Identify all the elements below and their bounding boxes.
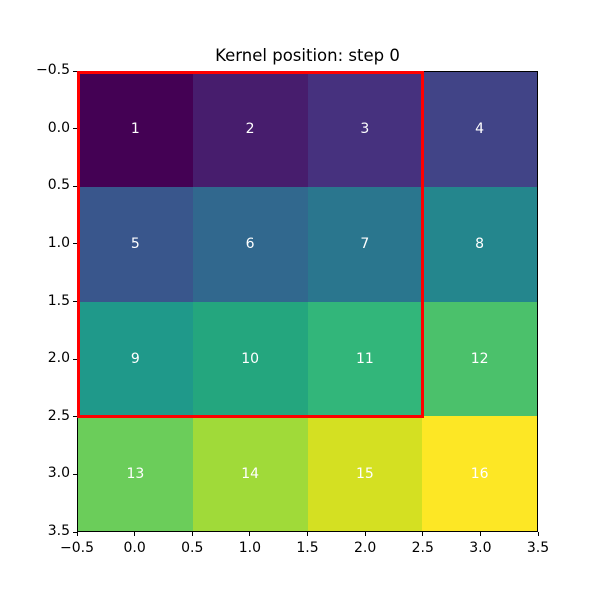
x-tick-label: 2.0	[353, 540, 377, 556]
cell-value-label: 7	[360, 236, 370, 253]
y-tick-mark	[73, 70, 77, 72]
heatmap-cell: 1	[78, 72, 193, 187]
heatmap-cell: 9	[78, 301, 193, 417]
heatmap-cell: 16	[422, 416, 537, 531]
cell-value-label: 2	[245, 121, 255, 138]
x-tick-mark	[134, 532, 136, 536]
y-tick-label: 1.0	[47, 234, 70, 251]
heatmap-axes: 1 2 3 4 5 6 7 8 9 10 11 12 13 14 15 16	[76, 70, 538, 532]
heatmap-cell: 10	[192, 301, 308, 417]
heatmap-cell: 11	[307, 301, 423, 417]
cell-value-label: 10	[241, 350, 260, 367]
y-tick-label: 0.0	[47, 119, 70, 136]
y-tick-mark	[73, 473, 77, 475]
x-tick-mark	[422, 532, 424, 536]
y-tick-label: 3.5	[47, 523, 70, 539]
x-tick-mark	[364, 532, 366, 536]
cell-value-label: 6	[245, 236, 255, 253]
x-tick-label: 3.0	[469, 540, 492, 556]
y-tick-mark	[73, 416, 77, 418]
x-tick-mark	[249, 532, 251, 536]
cell-value-label: 16	[470, 465, 489, 482]
y-tick-mark	[73, 243, 77, 245]
x-tick-label: 1.5	[296, 540, 319, 556]
heatmap-grid: 1 2 3 4 5 6 7 8 9 10 11 12 13 14 15 16	[78, 72, 537, 531]
x-tick-label: 2.5	[411, 540, 434, 556]
y-tick-mark	[73, 358, 77, 360]
x-tick-label: 1.0	[238, 540, 261, 556]
heatmap-cell: 13	[78, 416, 193, 531]
x-tick-label: 0.0	[123, 540, 146, 556]
heatmap-cell: 15	[307, 416, 423, 531]
cell-value-label: 12	[470, 350, 489, 367]
x-tick-mark	[76, 532, 78, 536]
heatmap-cell: 5	[78, 186, 193, 302]
x-tick-mark	[479, 532, 481, 536]
heatmap-cell: 6	[192, 186, 308, 302]
x-tick-label: −0.5	[60, 540, 94, 556]
x-tick-mark	[307, 532, 308, 536]
cell-value-label: 4	[475, 121, 485, 138]
heatmap-cell: 3	[307, 72, 423, 187]
heatmap-cell: 2	[192, 72, 308, 187]
cell-value-label: 9	[130, 350, 140, 367]
x-tick-label: 0.5	[181, 540, 204, 556]
y-tick-label: −0.5	[36, 62, 70, 78]
cell-value-label: 1	[130, 121, 140, 138]
x-tick-label: 3.5	[526, 540, 550, 556]
y-tick-mark	[73, 531, 77, 533]
heatmap-cell: 12	[422, 301, 537, 417]
cell-value-label: 11	[355, 350, 374, 367]
y-tick-label: 2.5	[47, 407, 70, 424]
cell-value-label: 5	[130, 236, 140, 253]
cell-value-label: 14	[241, 465, 260, 482]
y-tick-mark	[73, 128, 77, 130]
heatmap-cell: 4	[422, 72, 537, 187]
plot-title: Kernel position: step 0	[215, 46, 400, 65]
x-tick-mark	[537, 532, 539, 536]
x-tick-mark	[191, 532, 193, 536]
cell-value-label: 13	[126, 465, 145, 482]
cell-value-label: 8	[475, 236, 485, 253]
y-tick-label: 3.0	[47, 465, 70, 482]
y-tick-mark	[73, 185, 77, 187]
heatmap-cell: 7	[307, 186, 423, 302]
y-tick-label: 2.0	[47, 350, 70, 367]
heatmap-cell: 14	[192, 416, 308, 531]
y-tick-label: 1.5	[47, 292, 70, 309]
y-tick-mark	[73, 301, 77, 302]
heatmap-cell: 8	[422, 186, 537, 302]
cell-value-label: 15	[355, 465, 374, 482]
y-tick-label: 0.5	[47, 177, 70, 194]
cell-value-label: 3	[360, 121, 370, 138]
